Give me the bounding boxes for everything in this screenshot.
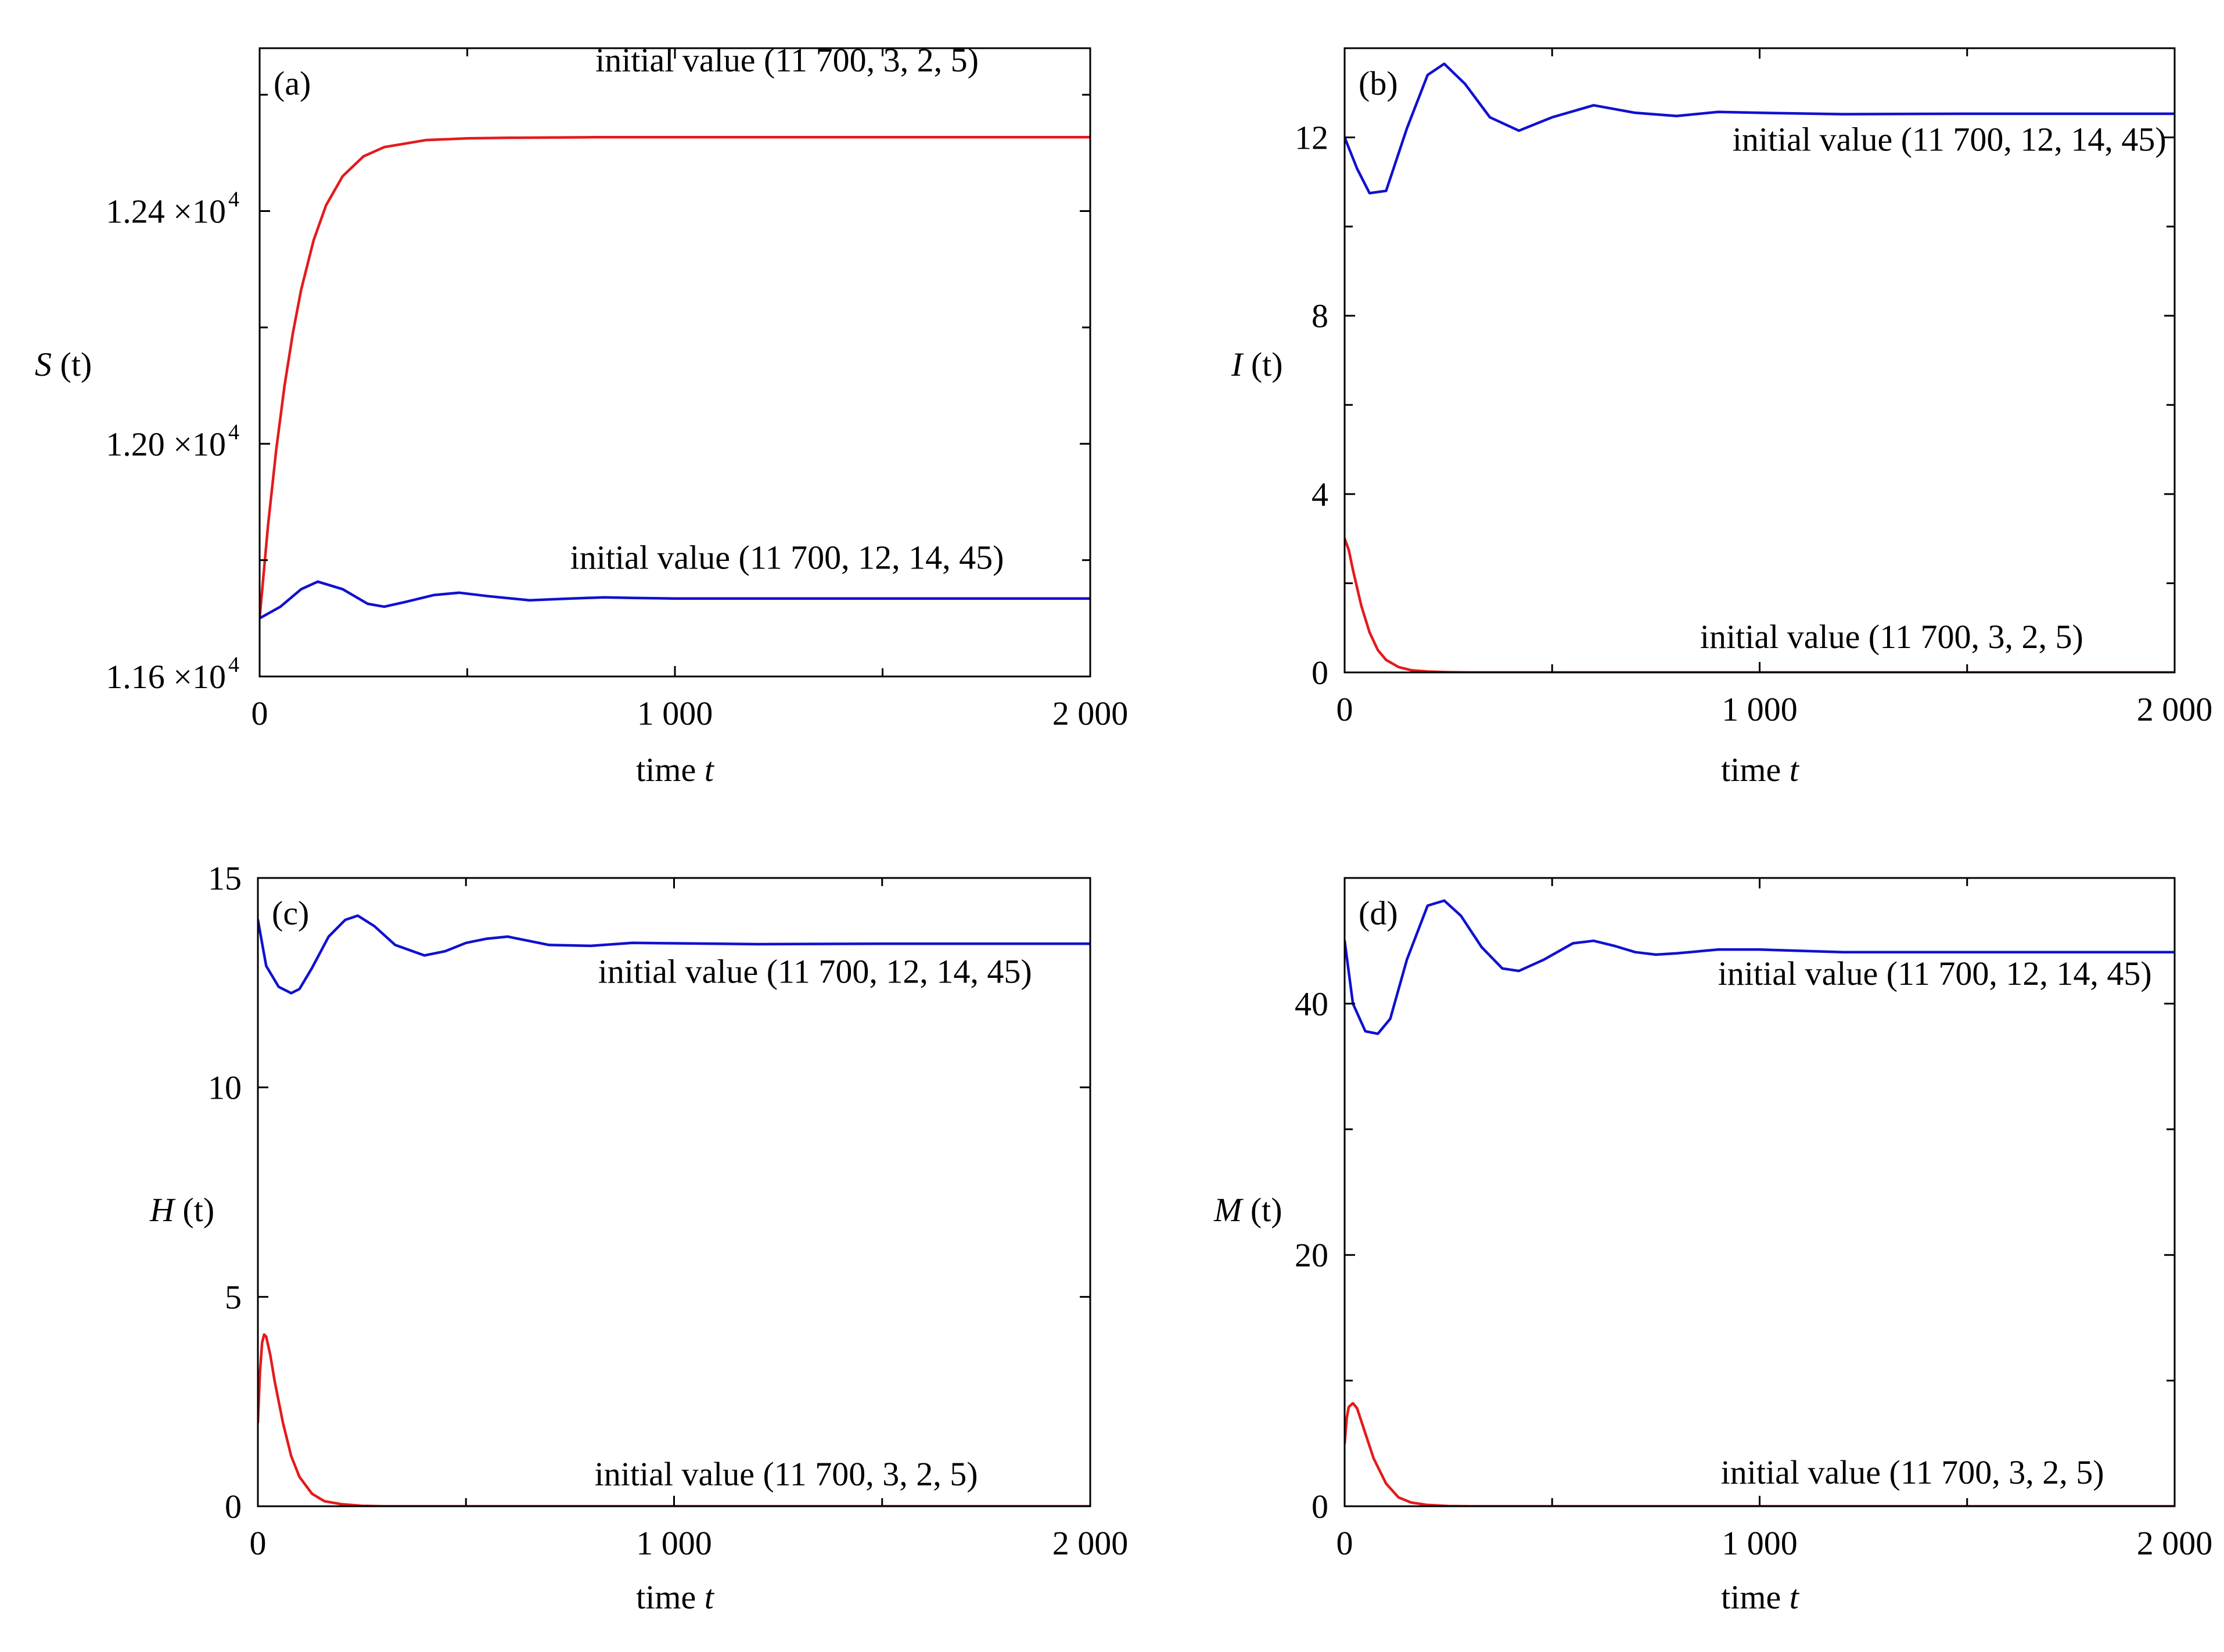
- series-annotation: initial value (11 700, 3, 2, 5): [1700, 618, 2083, 656]
- plot-frame: [258, 47, 1091, 678]
- series-annotation: initial value (11 700, 12, 14, 45): [570, 539, 1004, 577]
- series-annotation: initial value (11 700, 12, 14, 45): [598, 952, 1032, 990]
- y-tick-label: 12: [1295, 119, 1328, 157]
- series-line-red: [258, 1333, 1090, 1506]
- x-tick-label: 0: [1336, 690, 1353, 728]
- series-line-red: [1345, 1402, 2175, 1506]
- panel-label: (b): [1359, 64, 1398, 102]
- x-tick-label: 2 000: [1052, 694, 1129, 732]
- y-tick-label: 4: [1312, 476, 1328, 513]
- x-tick-label: 0: [1336, 1524, 1353, 1562]
- series-line-blue: [258, 914, 1090, 995]
- y-axis-title: H (t): [149, 1191, 214, 1229]
- y-tick-exponent: 4: [228, 188, 239, 212]
- y-tick-label: 1.16 ×10: [106, 658, 226, 696]
- series-line-red: [1345, 537, 2175, 672]
- series-annotation: initial value (11 700, 12, 14, 45): [1733, 121, 2166, 159]
- panel-label: (d): [1359, 894, 1398, 932]
- series-line-red: [260, 136, 1090, 620]
- x-tick-label: 2 000: [2137, 1524, 2213, 1562]
- x-tick-label: 1 000: [637, 694, 713, 732]
- y-tick-label: 1.24 ×10: [106, 193, 226, 231]
- panel-c: 0 1 000 2 000 0 5 10 15 (c) initial value (11 70…: [149, 859, 1128, 1616]
- y-tick-label: 8: [1312, 297, 1328, 335]
- series-annotation: initial value (11 700, 3, 2, 5): [595, 1455, 978, 1493]
- x-tick-label: 0: [250, 1524, 267, 1562]
- panel-label: (c): [272, 894, 309, 932]
- y-tick-label: 0: [225, 1488, 242, 1525]
- x-axis-title: time t: [636, 1578, 715, 1616]
- y-tick-label: 40: [1295, 985, 1328, 1023]
- y-tick-label: 15: [208, 859, 242, 897]
- x-tick-label: 1 000: [636, 1524, 712, 1562]
- y-axis-title: S (t): [35, 345, 92, 383]
- y-tick-label: 1.20 ×10: [106, 425, 226, 463]
- x-tick-label: 2 000: [2137, 690, 2213, 728]
- series-line-blue: [1345, 62, 2175, 195]
- series-annotation: initial value (11 700, 3, 2, 5): [595, 41, 979, 79]
- y-axis-title: M (t): [1213, 1191, 1282, 1229]
- series-line-blue: [260, 580, 1090, 620]
- series-annotation: initial value (11 700, 3, 2, 5): [1721, 1453, 2104, 1491]
- y-tick-label: 10: [208, 1069, 242, 1107]
- series-line-blue: [1345, 899, 2175, 1035]
- y-tick-label: 5: [225, 1278, 242, 1316]
- y-tick-label: 0: [1312, 654, 1328, 692]
- panel-b: 0 1 000 2 000 0 4 8 12 (b) initial value (11 700…: [1231, 47, 2213, 789]
- y-tick-label: 20: [1295, 1236, 1328, 1274]
- panel-label: (a): [274, 64, 311, 102]
- x-axis-title: time t: [1721, 1578, 1800, 1616]
- x-axis-title: time t: [636, 751, 715, 789]
- x-tick-label: 0: [251, 694, 268, 732]
- x-axis-title: time t: [1721, 751, 1800, 789]
- y-tick-label: 0: [1312, 1488, 1328, 1525]
- series-annotation: initial value (11 700, 12, 14, 45): [1718, 955, 2152, 992]
- panel-d: 0 1 000 2 000 0 20 40 (d) initial value (11 700…: [1213, 877, 2213, 1616]
- y-tick-exponent: 4: [228, 653, 239, 677]
- y-axis-title: I (t): [1231, 345, 1283, 383]
- x-tick-label: 1 000: [1722, 1524, 1798, 1562]
- x-tick-label: 2 000: [1052, 1524, 1129, 1562]
- x-tick-label: 1 000: [1722, 690, 1798, 728]
- y-tick-exponent: 4: [228, 420, 239, 444]
